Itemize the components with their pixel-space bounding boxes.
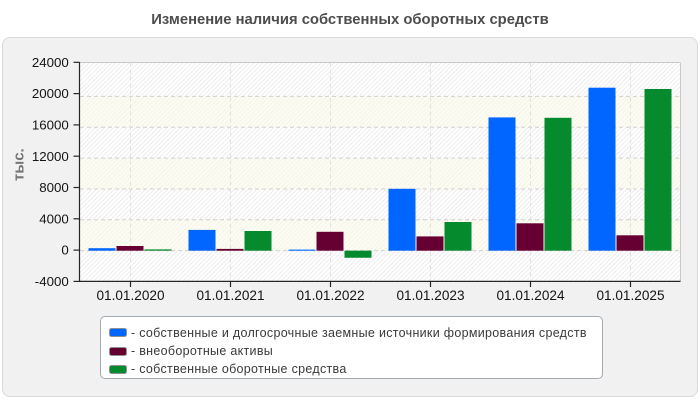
svg-text:01.01.2021: 01.01.2021 — [196, 288, 264, 303]
svg-text:01.01.2023: 01.01.2023 — [396, 288, 464, 303]
svg-text:01.01.2022: 01.01.2022 — [296, 288, 364, 303]
svg-text:01.01.2020: 01.01.2020 — [96, 288, 164, 303]
svg-text:24000: 24000 — [32, 55, 69, 70]
svg-text:тыс.: тыс. — [11, 148, 28, 181]
svg-text:8000: 8000 — [39, 180, 69, 195]
svg-text:12000: 12000 — [32, 149, 69, 164]
svg-text:16000: 16000 — [32, 118, 69, 133]
svg-text:-4000: -4000 — [35, 274, 69, 289]
svg-text:20000: 20000 — [32, 86, 69, 101]
svg-text:01.01.2025: 01.01.2025 — [596, 288, 664, 303]
svg-text:01.01.2024: 01.01.2024 — [496, 288, 564, 303]
svg-text:0: 0 — [61, 243, 68, 258]
svg-text:4000: 4000 — [39, 211, 69, 226]
